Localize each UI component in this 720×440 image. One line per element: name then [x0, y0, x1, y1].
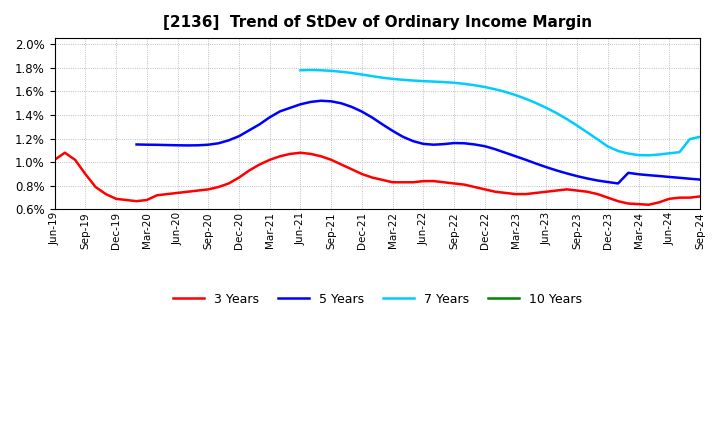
7 Years — [296, 68, 305, 73]
7 Years — [624, 151, 633, 156]
7 Years — [593, 137, 602, 142]
5 Years — [696, 177, 704, 182]
7 Years — [317, 68, 325, 73]
3 Years — [470, 184, 479, 190]
7 Years — [409, 78, 418, 83]
7 Years — [634, 152, 643, 158]
5 Years — [317, 98, 325, 103]
3 Years — [378, 177, 387, 183]
3 Years — [644, 202, 653, 207]
5 Years — [491, 147, 500, 152]
3 Years — [50, 157, 59, 162]
7 Years — [583, 130, 592, 135]
7 Years — [542, 105, 551, 110]
Legend: 3 Years, 5 Years, 7 Years, 10 Years: 3 Years, 5 Years, 7 Years, 10 Years — [168, 288, 587, 311]
7 Years — [399, 77, 408, 82]
5 Years — [572, 173, 581, 179]
Line: 5 Years: 5 Years — [137, 101, 700, 183]
7 Years — [675, 150, 684, 155]
5 Years — [347, 104, 356, 110]
7 Years — [460, 81, 469, 87]
7 Years — [378, 75, 387, 81]
7 Years — [603, 144, 612, 149]
5 Years — [132, 142, 141, 147]
7 Years — [450, 80, 459, 85]
Title: [2136]  Trend of StDev of Ordinary Income Margin: [2136] Trend of StDev of Ordinary Income… — [163, 15, 592, 30]
7 Years — [562, 117, 571, 122]
3 Years — [696, 194, 704, 199]
Line: 3 Years: 3 Years — [55, 153, 700, 205]
3 Years — [327, 157, 336, 162]
3 Years — [419, 179, 428, 184]
7 Years — [665, 150, 674, 156]
7 Years — [368, 73, 377, 79]
5 Years — [143, 142, 151, 147]
7 Years — [613, 148, 622, 154]
7 Years — [358, 72, 366, 77]
7 Years — [654, 152, 663, 157]
7 Years — [552, 110, 561, 116]
3 Years — [60, 150, 69, 155]
7 Years — [521, 96, 530, 102]
7 Years — [644, 153, 653, 158]
Line: 7 Years: 7 Years — [300, 70, 700, 155]
3 Years — [480, 187, 489, 192]
7 Years — [470, 83, 479, 88]
7 Years — [685, 136, 694, 142]
7 Years — [532, 100, 541, 106]
7 Years — [327, 68, 336, 73]
7 Years — [501, 89, 510, 95]
5 Years — [613, 181, 622, 186]
7 Years — [429, 79, 438, 84]
7 Years — [491, 87, 500, 92]
7 Years — [347, 70, 356, 76]
7 Years — [572, 123, 581, 128]
7 Years — [480, 84, 489, 90]
7 Years — [440, 80, 449, 85]
5 Years — [460, 141, 469, 146]
3 Years — [143, 198, 151, 203]
7 Years — [696, 134, 704, 139]
7 Years — [337, 69, 346, 74]
7 Years — [307, 67, 315, 73]
7 Years — [511, 92, 520, 98]
7 Years — [388, 76, 397, 81]
7 Years — [419, 78, 428, 84]
5 Years — [511, 154, 520, 159]
